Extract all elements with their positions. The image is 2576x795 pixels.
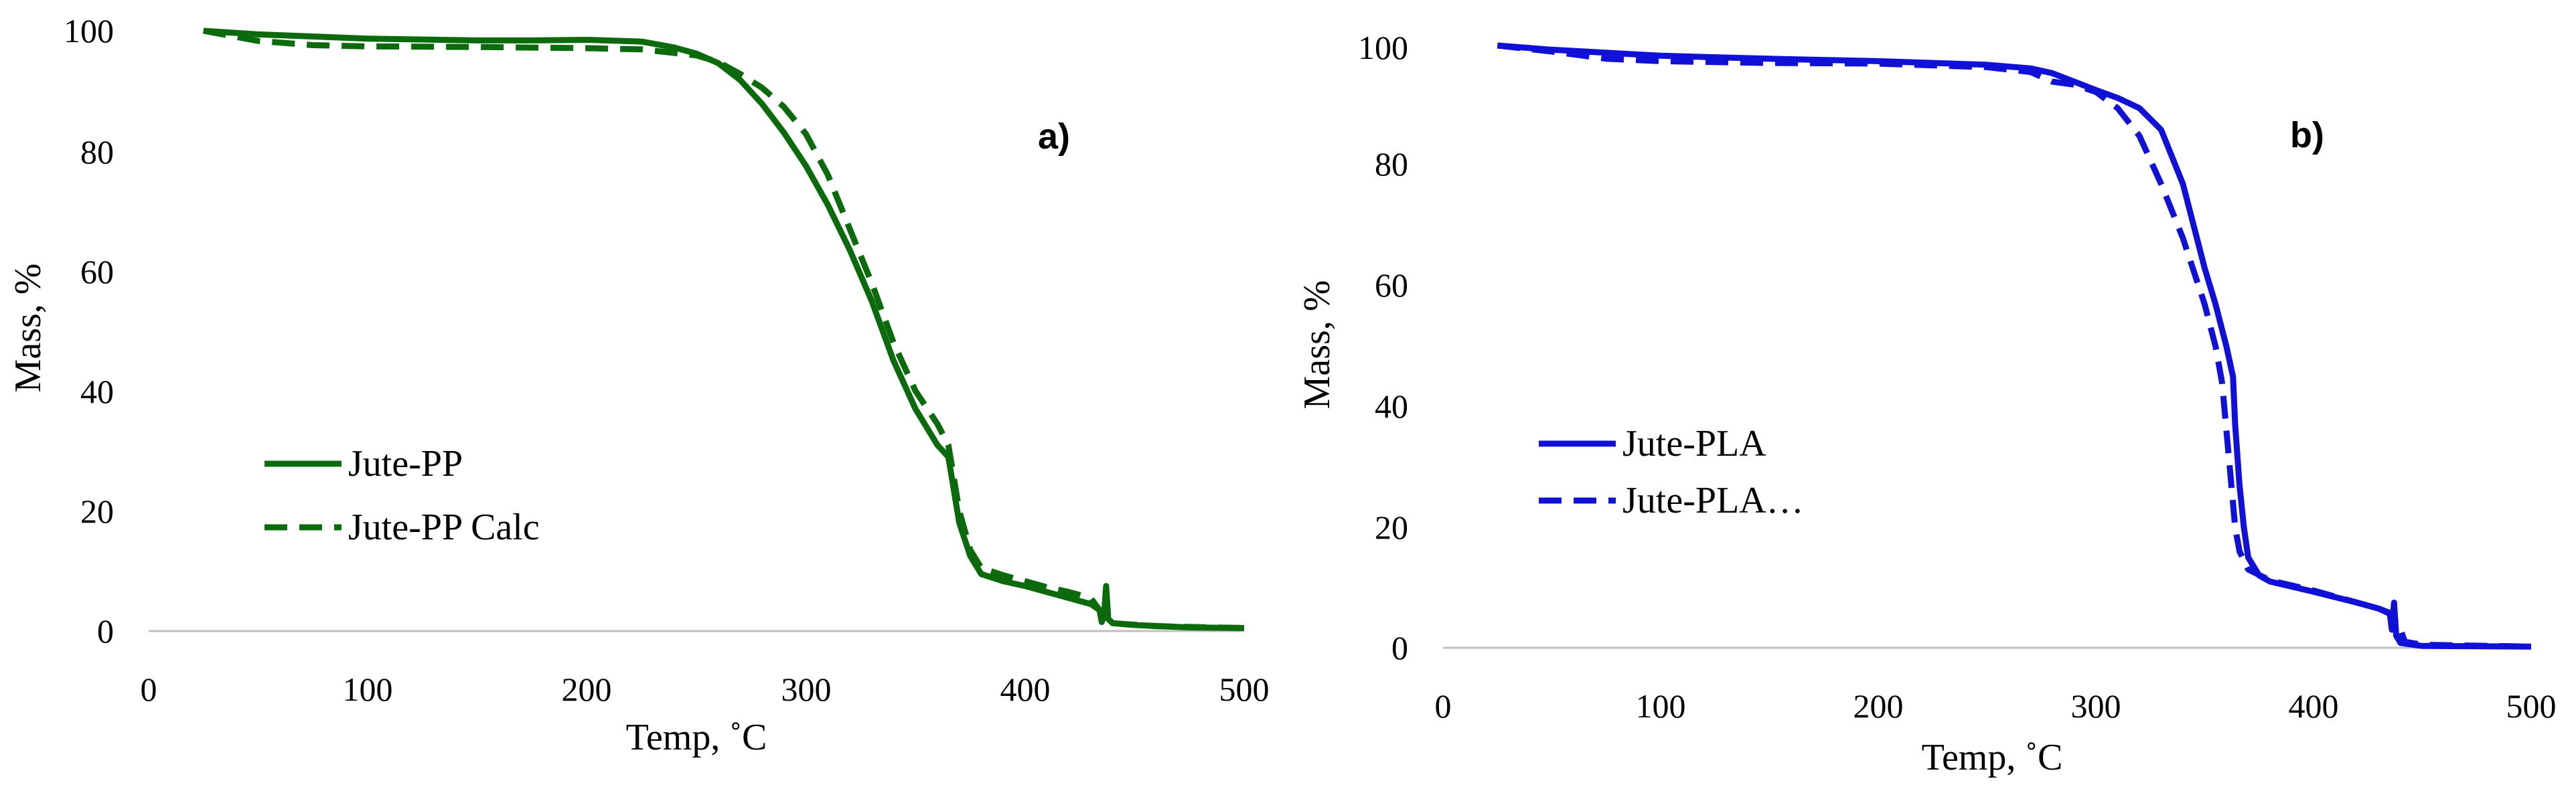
y-axis-b: 0 20 40 60 80 100 (1358, 29, 1408, 667)
x-axis-title: Temp, ˚C (1922, 737, 2063, 778)
y-tick-label: 40 (80, 373, 114, 410)
y-tick-label: 100 (64, 12, 114, 50)
y-tick-label: 20 (80, 493, 114, 530)
legend-a: Jute-PP Jute-PP Calc (264, 443, 540, 548)
x-tick-label: 500 (2506, 687, 2557, 725)
y-tick-label: 40 (1375, 387, 1408, 425)
x-tick-label: 300 (781, 671, 832, 708)
x-axis-title: Temp, ˚C (626, 717, 767, 758)
x-tick-label: 300 (2071, 687, 2121, 725)
y-tick-label: 0 (1391, 629, 1408, 667)
panel-label: b) (2290, 115, 2324, 155)
x-tick-label: 200 (562, 671, 612, 708)
x-tick-label: 0 (141, 671, 157, 708)
series-line-jute-pla (1497, 42, 2532, 650)
x-tick-label: 400 (2289, 687, 2339, 725)
legend-b: Jute-PLA Jute-PLA… (1539, 423, 1804, 521)
x-tick-label: 100 (1636, 687, 1686, 725)
y-tick-label: 0 (97, 612, 114, 650)
x-tick-label: 500 (1219, 671, 1270, 708)
y-axis-title: Mass, % (7, 264, 49, 393)
series-group-b (1497, 42, 2532, 650)
y-axis-title: Mass, % (1296, 280, 1338, 410)
legend-label-jute-pp: Jute-PP (348, 443, 463, 484)
y-tick-label: 60 (1375, 266, 1408, 304)
y-axis-a: 0 20 40 60 80 100 (64, 12, 114, 650)
x-tick-label: 0 (1435, 687, 1452, 725)
y-tick-label: 80 (80, 133, 114, 171)
legend-label-jute-pp-calc: Jute-PP Calc (348, 507, 540, 548)
legend-label-jute-pla-calc: Jute-PLA… (1622, 480, 1804, 521)
x-axis-b: 0 100 200 300 400 500 (1435, 646, 2557, 725)
y-tick-label: 20 (1375, 509, 1408, 546)
legend-label-jute-pla: Jute-PLA (1622, 423, 1766, 464)
x-tick-label: 200 (1853, 687, 1904, 725)
series-group-a (202, 27, 1245, 631)
x-tick-label: 400 (1000, 671, 1051, 708)
x-axis-a: 0 100 200 300 400 500 (141, 630, 1270, 708)
panel-label: a) (1038, 116, 1070, 157)
series-line-jute-pp-calc (202, 27, 1245, 631)
y-tick-label: 60 (80, 253, 114, 290)
panel-b: 0 100 200 300 400 500 0 20 40 60 80 100 … (1296, 29, 2557, 778)
series-line-jute-pla (1497, 42, 2532, 650)
y-tick-label: 100 (1358, 29, 1408, 66)
x-tick-label: 100 (343, 671, 393, 708)
panel-a: 0 100 200 300 400 500 0 20 40 60 80 100 … (7, 12, 1270, 758)
y-tick-label: 80 (1375, 145, 1408, 183)
